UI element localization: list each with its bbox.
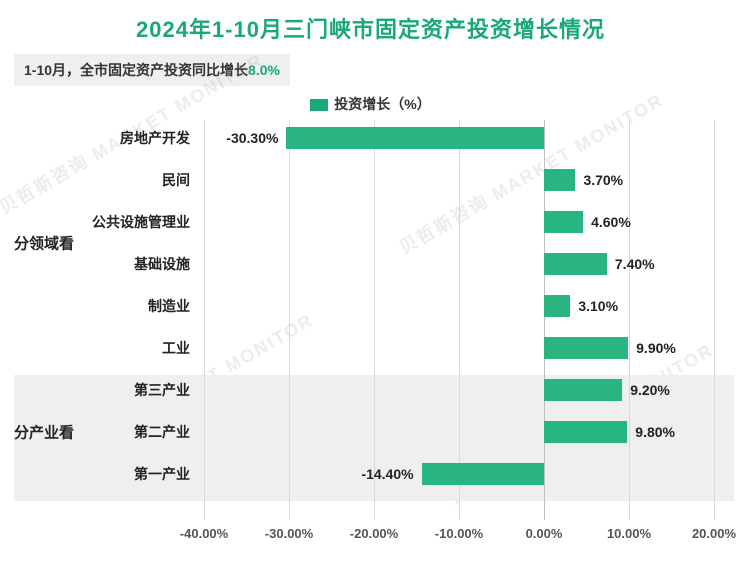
chart-container: 贝哲斯咨询 MARKET MONITOR 贝哲斯咨询 MARKET MONITO… bbox=[0, 0, 741, 584]
chart-area: -40.00%-30.00%-20.00%-10.00%0.00%10.00%2… bbox=[14, 120, 727, 550]
grid-line bbox=[374, 120, 375, 520]
bar bbox=[544, 253, 607, 275]
legend: 投资增长（%） bbox=[14, 94, 727, 114]
legend-swatch bbox=[310, 99, 328, 111]
category-label: 基础设施 bbox=[84, 254, 190, 274]
grid-line bbox=[204, 120, 205, 520]
x-tick-label: 10.00% bbox=[607, 526, 651, 541]
category-label: 第一产业 bbox=[84, 464, 190, 484]
grid-line bbox=[459, 120, 460, 520]
value-label: 3.10% bbox=[578, 298, 618, 314]
group-label: 分领域看 bbox=[14, 233, 74, 254]
subtitle-prefix: 1-10月，全市固定资产投资同比增长 bbox=[24, 62, 248, 78]
category-label: 民间 bbox=[84, 170, 190, 190]
category-label: 第二产业 bbox=[84, 422, 190, 442]
legend-label: 投资增长（%） bbox=[334, 96, 430, 112]
value-label: 9.80% bbox=[635, 424, 675, 440]
category-label: 房地产开发 bbox=[84, 128, 190, 148]
category-label: 公共设施管理业 bbox=[84, 212, 190, 232]
value-label: 7.40% bbox=[615, 256, 655, 272]
subtitle-highlight: 8.0% bbox=[248, 62, 280, 78]
x-tick-label: -40.00% bbox=[180, 526, 228, 541]
bar bbox=[544, 421, 627, 443]
bar bbox=[286, 127, 544, 149]
category-label: 工业 bbox=[84, 338, 190, 358]
x-tick-label: 0.00% bbox=[526, 526, 563, 541]
x-tick-label: -10.00% bbox=[435, 526, 483, 541]
bar bbox=[544, 337, 628, 359]
category-label: 第三产业 bbox=[84, 380, 190, 400]
group-label: 分产业看 bbox=[14, 422, 74, 443]
value-label: 9.90% bbox=[636, 340, 676, 356]
x-tick-label: 20.00% bbox=[692, 526, 736, 541]
bar bbox=[422, 463, 544, 485]
chart-title: 2024年1-10月三门峡市固定资产投资增长情况 bbox=[14, 12, 727, 44]
chart-title-text: 2024年1-10月三门峡市固定资产投资增长情况 bbox=[136, 17, 605, 42]
value-label: 4.60% bbox=[591, 214, 631, 230]
value-label: -14.40% bbox=[361, 466, 413, 482]
grid-line bbox=[629, 120, 630, 520]
category-label: 制造业 bbox=[84, 296, 190, 316]
bar bbox=[544, 169, 575, 191]
x-tick-label: -30.00% bbox=[265, 526, 313, 541]
bar bbox=[544, 295, 570, 317]
x-tick-label: -20.00% bbox=[350, 526, 398, 541]
subtitle-bar: 1-10月，全市固定资产投资同比增长8.0% bbox=[14, 54, 290, 86]
grid-line bbox=[714, 120, 715, 520]
value-label: 9.20% bbox=[630, 382, 670, 398]
value-label: 3.70% bbox=[583, 172, 623, 188]
bar bbox=[544, 211, 583, 233]
grid-line bbox=[289, 120, 290, 520]
value-label: -30.30% bbox=[226, 130, 278, 146]
plot-area: -40.00%-30.00%-20.00%-10.00%0.00%10.00%2… bbox=[204, 120, 714, 520]
bar bbox=[544, 379, 622, 401]
